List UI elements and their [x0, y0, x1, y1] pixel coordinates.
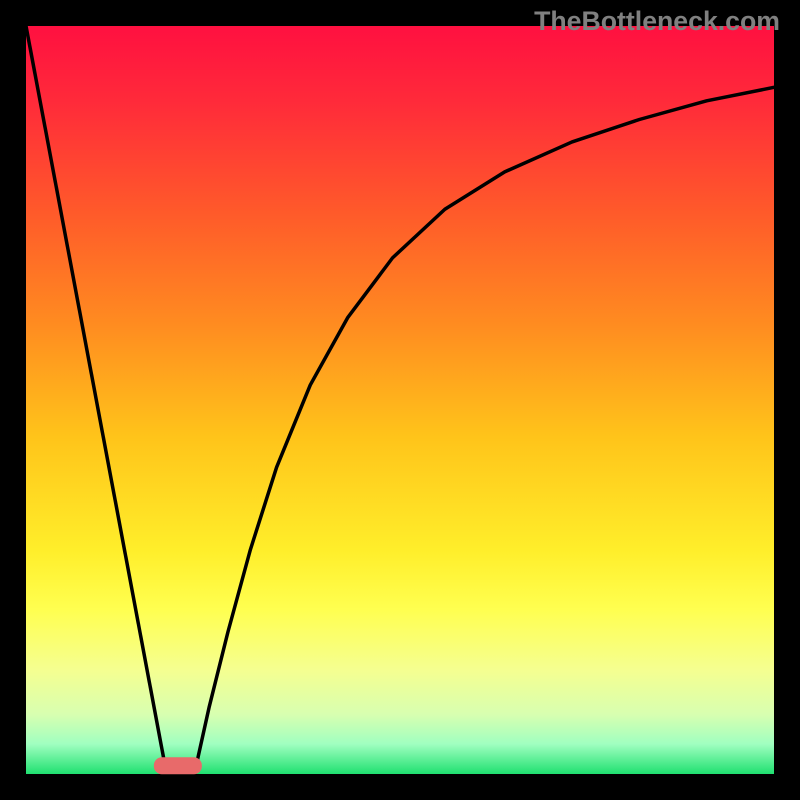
chart-svg	[0, 0, 800, 800]
minimum-marker	[154, 757, 202, 774]
watermark-text: TheBottleneck.com	[534, 6, 780, 37]
chart-frame: TheBottleneck.com	[0, 0, 800, 800]
plot-area	[26, 26, 774, 774]
